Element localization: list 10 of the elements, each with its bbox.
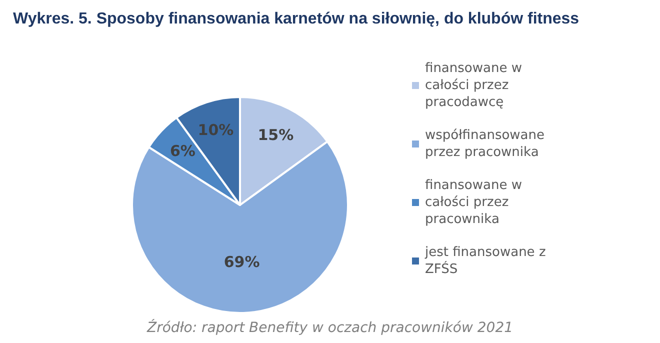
legend-label: jest finansowane z ZFŚS — [424, 245, 550, 277]
data-label: 6% — [170, 142, 196, 160]
chart-title: Wykres. 5. Sposoby finansowania karnetów na siłownię, do klubów fitness — [13, 10, 580, 28]
text: Źródło: raport Benefity w oczach pracowników 2021 — [146, 319, 514, 336]
legend-label: finansowane w całości przez pracownika — [425, 178, 526, 227]
data-label: 10% — [198, 121, 234, 140]
legend-label: współfinansowane przez pracownika — [425, 128, 549, 160]
data-label: 69% — [224, 252, 260, 271]
legend-label: finansowane w całości przez pracodawcę — [425, 61, 526, 110]
data-label: 15% — [258, 126, 294, 144]
